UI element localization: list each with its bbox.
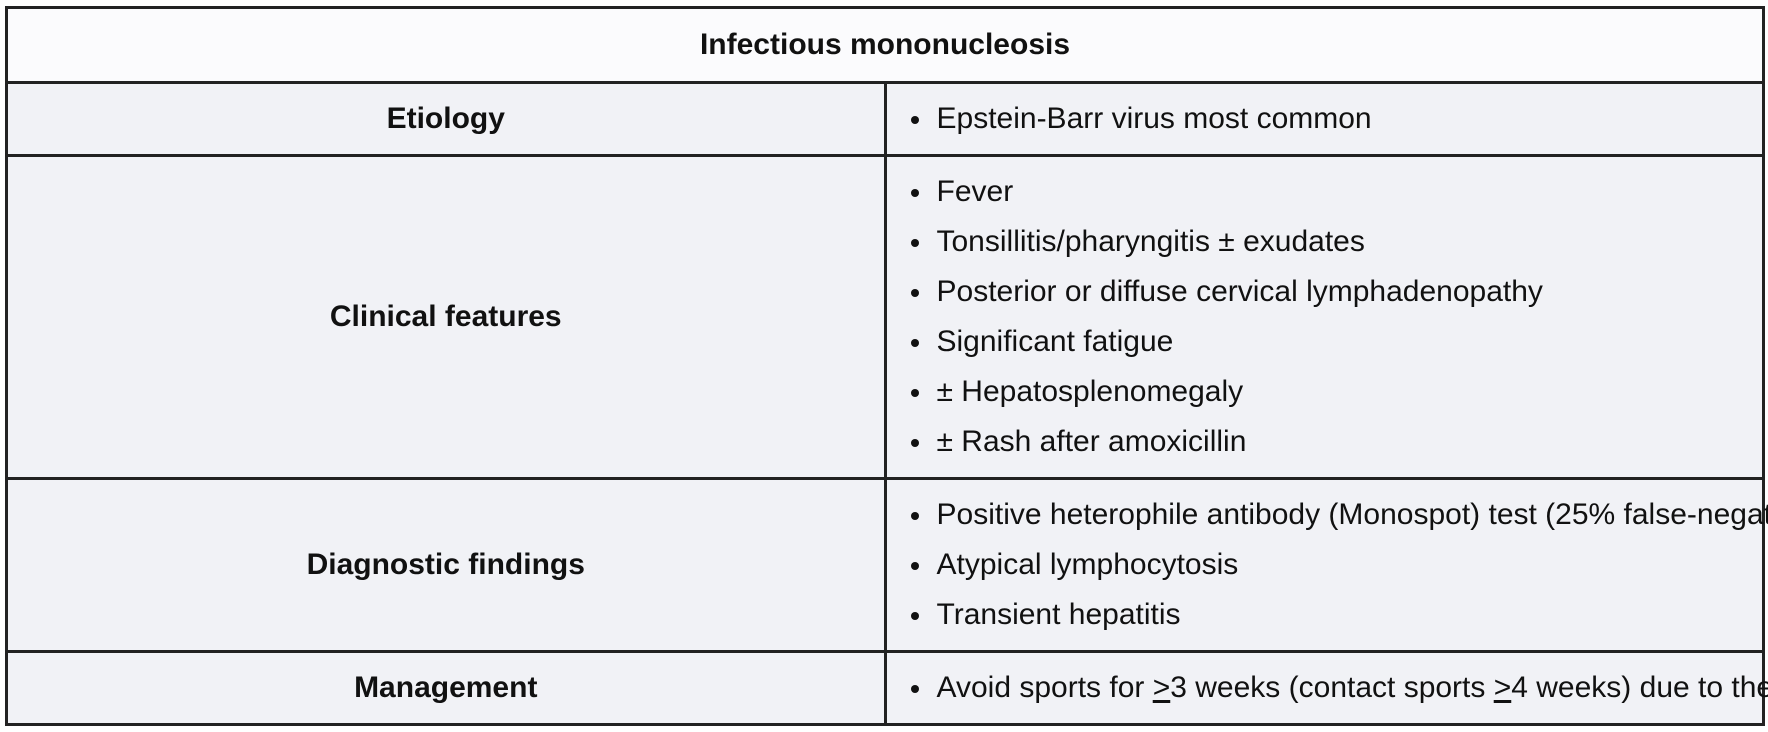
bullet-list: Fever Tonsillitis/pharyngitis ± exudates… — [887, 157, 1763, 477]
management-text-1: Avoid sports for — [936, 671, 1153, 704]
row-label-etiology: Etiology — [5, 81, 887, 157]
list-item: Positive heterophile antibody (Monospot)… — [907, 490, 1768, 540]
table-container: Infectious mononucleosis Etiology Epstei… — [5, 6, 1768, 726]
management-text-2: 3 weeks (contact sports — [1170, 671, 1494, 704]
bullet-list: Avoid sports for >3 weeks (contact sport… — [887, 653, 1768, 723]
table-row: Etiology Epstein-Barr virus most common — [5, 81, 1765, 157]
list-item: Posterior or diffuse cervical lymphadeno… — [907, 267, 1763, 317]
table-row: Management Avoid sports for >3 weeks (co… — [5, 650, 1768, 726]
row-content-clinical-features: Fever Tonsillitis/pharyngitis ± exudates… — [883, 154, 1765, 480]
table-title: Infectious mononucleosis — [5, 6, 1765, 84]
list-item: Significant fatigue — [907, 317, 1763, 367]
row-content-etiology: Epstein-Barr virus most common — [883, 81, 1765, 157]
list-item: Atypical lymphocytosis — [907, 540, 1763, 590]
list-item: Transient hepatitis — [907, 590, 1763, 640]
management-text-3: 4 weeks) due to the risk of splenic rupt… — [1511, 671, 1768, 704]
row-label-management: Management — [5, 650, 887, 726]
list-item: ± Hepatosplenomegaly — [907, 367, 1763, 417]
list-item: Epstein-Barr virus most common — [907, 94, 1763, 144]
greater-equal-symbol: > — [1152, 671, 1171, 704]
row-label-clinical-features: Clinical features — [5, 154, 887, 480]
title-row: Infectious mononucleosis — [5, 6, 1765, 84]
list-item: Avoid sports for >3 weeks (contact sport… — [907, 663, 1768, 713]
bullet-list: Epstein-Barr virus most common — [887, 84, 1763, 154]
table-row: Diagnostic findings Positive heterophile… — [5, 477, 1768, 653]
list-item: ± Rash after amoxicillin — [907, 417, 1763, 467]
bullet-list: Positive heterophile antibody (Monospot)… — [887, 480, 1768, 650]
info-table: Infectious mononucleosis Etiology Epstei… — [5, 6, 1768, 726]
row-content-diagnostic-findings: Positive heterophile antibody (Monospot)… — [883, 477, 1768, 653]
table-row: Clinical features Fever Tonsillitis/phar… — [5, 154, 1765, 480]
row-content-management: Avoid sports for >3 weeks (contact sport… — [883, 650, 1768, 726]
greater-equal-symbol: > — [1493, 671, 1512, 704]
list-item: Tonsillitis/pharyngitis ± exudates — [907, 217, 1763, 267]
row-label-diagnostic-findings: Diagnostic findings — [5, 477, 887, 653]
list-item: Fever — [907, 167, 1763, 217]
